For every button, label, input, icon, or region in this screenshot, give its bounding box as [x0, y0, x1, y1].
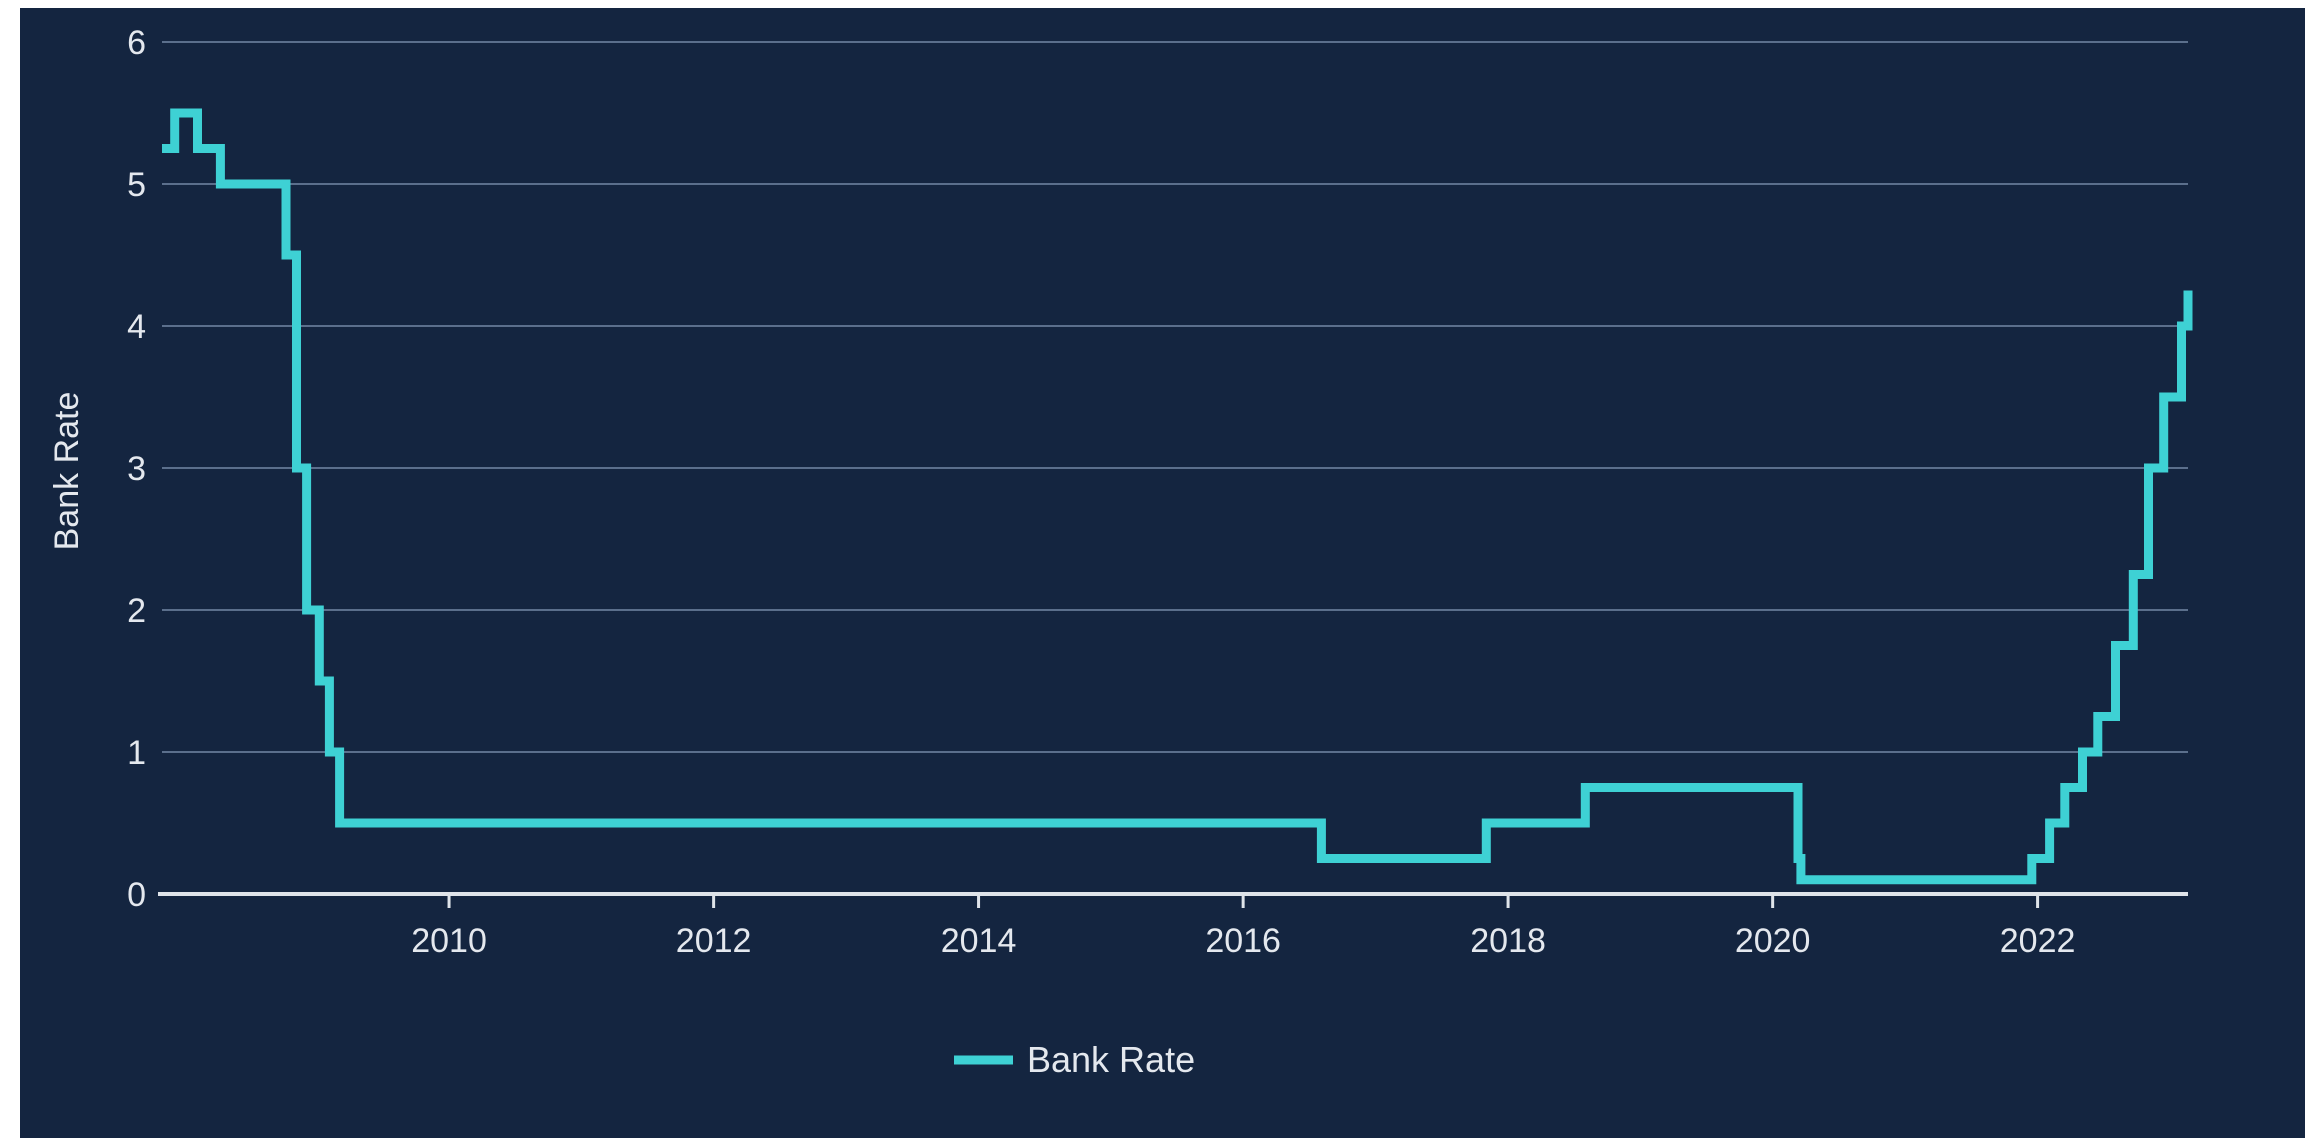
axis-layer: 0 1 2 3 4 5 6 2010 2012 2014 2016 2018 2020 2022 — [127, 24, 2188, 960]
x-tick-label: 2012 — [676, 922, 752, 960]
x-tick-label: 2020 — [1735, 922, 1811, 960]
y-tick-label: 1 — [127, 734, 146, 772]
y-tick-label: 0 — [127, 876, 146, 914]
y-tick-label: 5 — [127, 166, 146, 204]
x-tick-label: 2010 — [411, 922, 487, 960]
y-tick-label: 2 — [127, 592, 146, 630]
legend[interactable]: Bank Rate — [954, 1039, 1195, 1080]
y-axis-title: Bank Rate — [48, 392, 86, 551]
x-tick-label: 2022 — [2000, 922, 2076, 960]
grid-layer — [162, 41, 2188, 753]
series-layer — [162, 108, 2193, 885]
y-tick-label: 3 — [127, 450, 146, 488]
x-tick-label: 2018 — [1470, 922, 1546, 960]
series-line-bank-rate — [162, 108, 2193, 885]
bank-rate-chart: 0 1 2 3 4 5 6 2010 2012 2014 2016 2018 2020 2022 Bank… — [48, 24, 2193, 1080]
chart-panel: 0 1 2 3 4 5 6 2010 2012 2014 2016 2018 2020 2022 Bank… — [20, 8, 2305, 1138]
x-tick-label: 2016 — [1205, 922, 1281, 960]
legend-label: Bank Rate — [1027, 1039, 1195, 1080]
y-tick-label: 4 — [127, 308, 146, 346]
y-tick-label: 6 — [127, 24, 146, 62]
x-tick-label: 2014 — [941, 922, 1017, 960]
